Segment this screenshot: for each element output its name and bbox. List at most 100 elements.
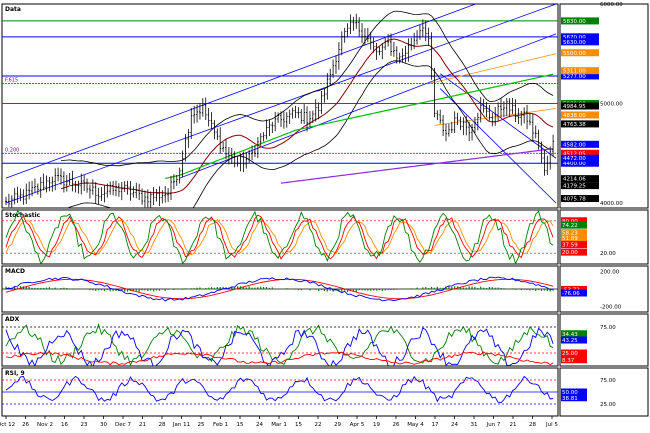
x-tick-label: Jul 5 (545, 422, 558, 428)
orange-fan-line-0 (428, 53, 557, 84)
right-tag (561, 102, 599, 110)
panel-frame-price (1, 3, 559, 209)
stochastic-right-tag (561, 248, 587, 256)
panel-title-rsi: RSI, 9 (5, 370, 25, 377)
adx-y-tick: 75.00 (600, 325, 616, 331)
hline-tag-1 (561, 33, 599, 41)
macd-right-tag (561, 285, 587, 293)
stoch-k-line (5, 210, 554, 264)
price-right-label: 4179.25 (563, 184, 586, 190)
adx-right-tag (561, 330, 587, 338)
axis-frame-adx (559, 313, 649, 367)
right-tag (561, 182, 599, 190)
channel-line-4 (439, 88, 557, 204)
x-tick-label: 16 (61, 422, 68, 428)
adx-right-label: 25.00 (562, 351, 578, 357)
rsi-y-tick: 25.00 (600, 402, 616, 408)
x-tick-label: 26 (22, 422, 29, 428)
stochastic-right-label: 20.00 (562, 250, 578, 256)
macd-plot-area (2, 276, 558, 302)
x-tick-label: 17 (432, 422, 439, 428)
hline-tag-0 (561, 17, 599, 25)
right-tag (561, 67, 599, 75)
x-tick-label: Nov 2 (37, 422, 53, 428)
hline-tag-2 (561, 72, 599, 80)
macd-right-label: -76.06 (562, 291, 580, 297)
price-right-label: 4763.38 (563, 122, 586, 128)
price-right-label: 4472.00 (563, 156, 586, 162)
price-right-label: 4984.95 (563, 104, 586, 110)
price-right-label: 4838.00 (563, 113, 586, 119)
price-right-label: 5500.00 (563, 51, 586, 57)
adx-right-label: 8.37 (562, 358, 575, 364)
ma-long-line (280, 148, 554, 184)
channel-line-0 (5, 4, 477, 179)
channel-line-2 (179, 33, 557, 179)
x-tick-label: Oct 12 (0, 422, 15, 428)
stochastic-right-tag (561, 234, 587, 242)
panel-title-price: Data (5, 6, 21, 13)
x-tick-label: 30 (100, 422, 107, 428)
adx-right-label: 43.25 (562, 338, 578, 344)
price-bars (5, 13, 555, 208)
channel-line-1 (5, 4, 557, 204)
price-right-label: 4512.05 (563, 151, 586, 157)
rsi-right-tag (561, 394, 587, 402)
stochastic-right-label: 74.22 (562, 223, 578, 229)
price-right-label: 5311.00 (563, 69, 586, 75)
stochastic-right-tag (561, 229, 587, 237)
stochastic-right-tag (561, 221, 587, 229)
panel-title-macd: MACD (5, 268, 25, 275)
price-right-label: 5630.00 (563, 40, 586, 46)
price-y-tick: 4000.00 (600, 201, 623, 207)
x-tick-label: 22 (315, 422, 322, 428)
right-tag (561, 111, 599, 119)
fib-label-0: F.615 (5, 78, 18, 84)
price-right-label: 4214.06 (563, 177, 586, 183)
x-tick-label: 31 (471, 422, 478, 428)
adx-right-label: 34.43 (562, 332, 578, 338)
axis-frame-price (559, 3, 649, 209)
adx-plus-line (5, 323, 554, 366)
rsi-line (5, 375, 554, 404)
right-tag (561, 175, 599, 183)
panel-frame-stochastic (1, 209, 559, 265)
rsi-y-tick: 75.00 (600, 378, 616, 384)
rsi-plot-area (2, 375, 558, 405)
adx-main-line (5, 351, 554, 366)
fib-label-1: 0.200 (5, 147, 19, 153)
panel-stochastic: Stochastic20.0080.0074.2258.2351.8937.59… (1, 209, 649, 265)
price-right-label: 4582.00 (563, 142, 586, 148)
x-tick-label: 25 (198, 422, 205, 428)
stochastic-y-tick: 20.00 (600, 251, 616, 257)
adx-right-tag (561, 349, 587, 357)
upper-band (61, 10, 554, 167)
axis-frame-stochastic (559, 209, 649, 265)
x-tick-label: 29 (334, 422, 341, 428)
x-tick-label: 28 (529, 422, 536, 428)
macd-y-tick: 200.00 (600, 269, 620, 275)
x-tick-label: 24 (256, 422, 263, 428)
panel-layer: Data F.615 0.200 6000.00 5000.00 4000.00 5830.… (1, 2, 649, 417)
x-tick-label: 21 (139, 422, 146, 428)
hline-tag-4 (561, 159, 599, 167)
rsi-right-tag (561, 388, 587, 396)
x-tick-label: Dec 7 (115, 422, 131, 428)
right-tag (561, 120, 599, 128)
price-y-tick: 6000.00 (600, 2, 623, 8)
stoch-slow-line (5, 218, 554, 256)
macd-right-tag (561, 289, 587, 297)
price-plot-area: F.615 0.200 (2, 4, 558, 208)
hline-label-4: 4400.00 (563, 161, 586, 167)
macd-y-tick: -200.00 (600, 305, 622, 311)
x-tick-label: Apr 5 (350, 422, 365, 428)
adx-plot-area (2, 323, 558, 366)
x-tick-label: Jun 7 (486, 422, 501, 428)
x-tick-label: 23 (81, 422, 88, 428)
right-tag (561, 149, 599, 157)
right-tag (561, 49, 599, 57)
price-right-label: 4075.78 (563, 197, 586, 203)
